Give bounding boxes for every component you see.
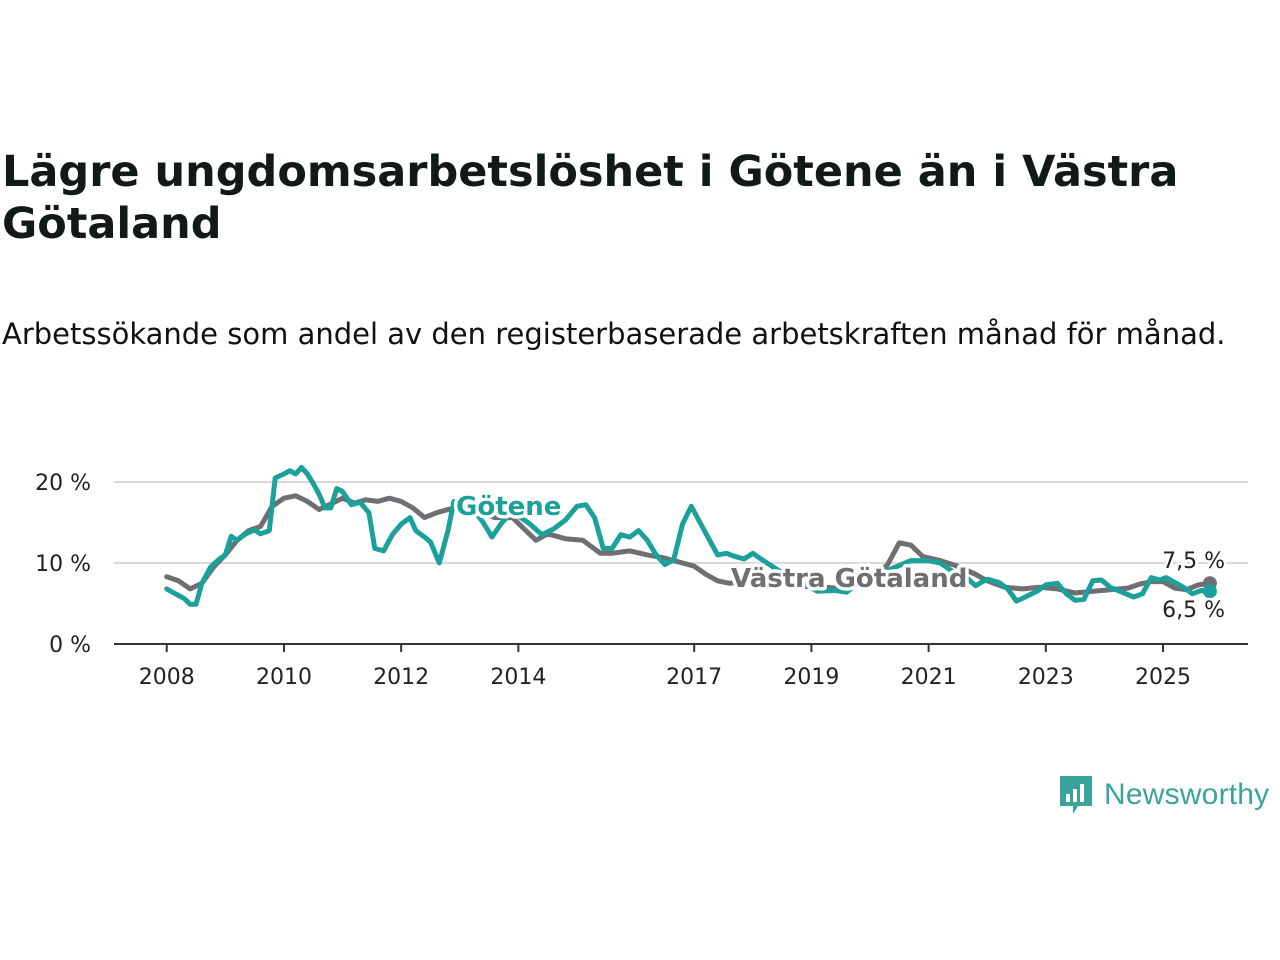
x-tick-label: 2017: [666, 665, 722, 690]
line-chart: 0 % 10 % 20 % 2008 2010 2012 2014 2017 2019 2021…: [35, 464, 1248, 690]
chart-title: Lägre ungdomsarbetslöshet i Götene än i …: [2, 147, 1179, 249]
end-label-vastra-gotaland: 7,5 %: [1162, 549, 1225, 574]
x-tick-label: 2010: [256, 665, 312, 690]
newsworthy-logo: Newsworthy: [1058, 772, 1269, 818]
x-tick-label: 2012: [373, 665, 429, 690]
x-tick-label: 2019: [783, 665, 839, 690]
x-tick-label: 2014: [490, 665, 546, 690]
series-name-vastra-gotaland: Västra Götaland: [731, 564, 967, 594]
x-axis: 2008 2010 2012 2014 2017 2019 2021 2023 2025: [114, 643, 1248, 690]
series-line-gotene: [164, 464, 1213, 607]
newsworthy-logo-icon: [1060, 776, 1092, 814]
chart-subtitle: Arbetssökande som andel av den registerb…: [2, 317, 1226, 351]
x-tick-label: 2021: [901, 665, 957, 690]
series-lines: [164, 464, 1217, 607]
x-tick-label: 2025: [1135, 665, 1191, 690]
end-label-gotene: 6,5 %: [1162, 598, 1225, 623]
y-tick-label: 10 %: [35, 552, 91, 577]
y-tick-label: 20 %: [35, 471, 91, 496]
y-axis: 0 % 10 % 20 %: [35, 471, 91, 658]
series-labels: Götene Västra Götaland 7,5 % 6,5 %: [453, 489, 1228, 626]
series-name-gotene: Götene: [456, 492, 561, 522]
y-tick-label: 0 %: [49, 633, 91, 658]
x-tick-label: 2008: [139, 665, 195, 690]
brand-name: Newsworthy: [1104, 778, 1270, 811]
x-tick-label: 2023: [1018, 665, 1074, 690]
series-line-vastra-gotaland: [164, 493, 1213, 596]
end-marker-gotene: [1202, 584, 1217, 599]
